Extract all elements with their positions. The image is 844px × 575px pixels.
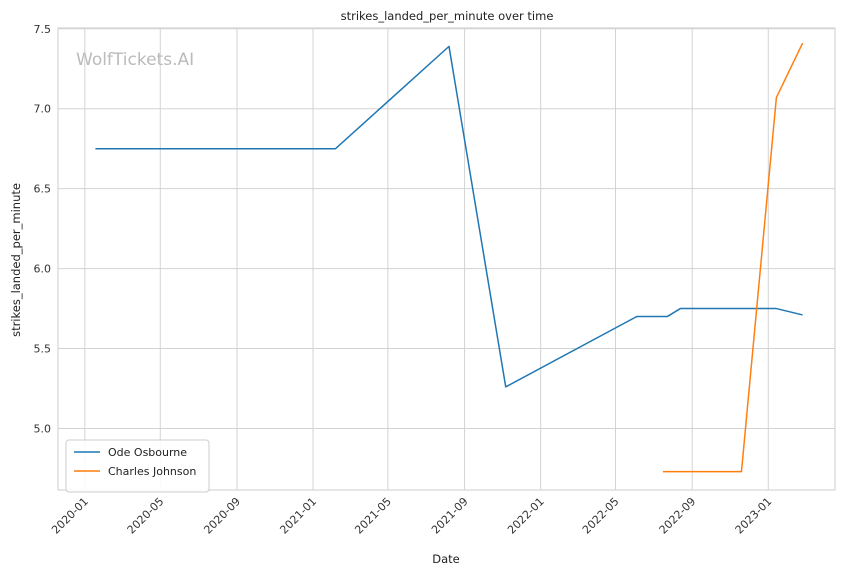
x-axis-ticks: 2020-01 2020-05 2020-09 2021-01 2021-05 2021-… (49, 495, 774, 537)
y-tick-label: 5.5 (34, 343, 52, 356)
x-tick-label: 2020-01 (49, 495, 91, 537)
y-tick-label: 7.5 (34, 23, 52, 36)
legend-label: Ode Osbourne (108, 446, 187, 459)
legend-label: Charles Johnson (108, 465, 196, 478)
x-tick-label: 2020-05 (125, 495, 167, 537)
x-tick-label: 2023-01 (733, 495, 775, 537)
y-tick-label: 6.0 (34, 263, 52, 276)
watermark: WolfTickets.AI (76, 50, 194, 70)
series-line-ode-osbourne (95, 45, 803, 388)
legend-box (65, 439, 210, 493)
y-tick-label: 7.0 (34, 103, 52, 116)
series-line-charles-johnson (662, 42, 804, 473)
y-axis-label: strikes_landed_per_minute (9, 183, 23, 337)
y-tick-label: 6.5 (34, 183, 52, 196)
series-lines (95, 42, 804, 473)
x-tick-label: 2021-01 (277, 495, 319, 537)
x-tick-label: 2022-01 (505, 495, 547, 537)
x-axis-label: Date (432, 552, 460, 566)
x-tick-label: 2021-09 (429, 495, 471, 537)
plot-area (57, 27, 836, 491)
y-axis-ticks: 5.0 5.5 6.0 6.5 7.0 7.5 (34, 23, 52, 436)
chart-title: strikes_landed_per_minute over time (341, 9, 554, 23)
x-tick-label: 2021-05 (352, 495, 394, 537)
x-tick-label: 2020-09 (201, 495, 243, 537)
legend: Ode Osbourne Charles Johnson (65, 439, 210, 493)
x-tick-label: 2022-05 (580, 495, 622, 537)
x-tick-label: 2022-09 (657, 495, 699, 537)
y-tick-label: 5.0 (34, 422, 52, 435)
grid-lines (58, 28, 835, 490)
